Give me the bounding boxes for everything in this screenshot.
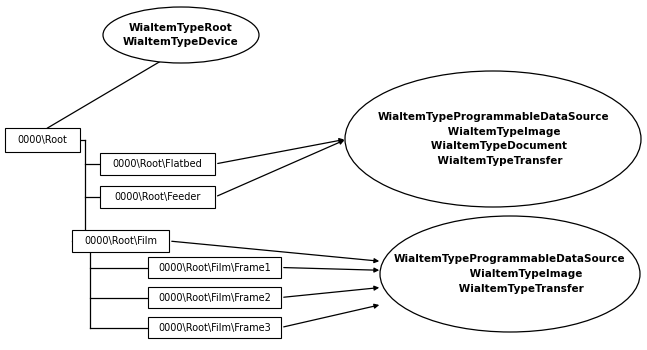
- Text: WialtemTypeProgrammableDataSource
      WialtemTypeImage
   WialtemTypeDocument
: WialtemTypeProgrammableDataSource Wialte…: [377, 112, 609, 166]
- Text: 0000\Root\Film\Frame2: 0000\Root\Film\Frame2: [158, 293, 271, 302]
- Text: WialtemTypeProgrammableDataSource
         WialtemTypeImage
      WialtemTypeTra: WialtemTypeProgrammableDataSource Wialte…: [394, 254, 626, 294]
- FancyBboxPatch shape: [100, 153, 215, 175]
- Ellipse shape: [380, 216, 640, 332]
- FancyBboxPatch shape: [100, 186, 215, 208]
- Text: 0000\Root\Film\Frame1: 0000\Root\Film\Frame1: [158, 262, 271, 273]
- Text: 0000\Root\Film: 0000\Root\Film: [84, 236, 157, 246]
- Ellipse shape: [103, 7, 259, 63]
- FancyBboxPatch shape: [5, 128, 80, 152]
- Text: 0000\Root\Feeder: 0000\Root\Feeder: [115, 192, 201, 202]
- FancyBboxPatch shape: [148, 317, 281, 338]
- Text: 0000\Root\Film\Frame3: 0000\Root\Film\Frame3: [158, 322, 271, 332]
- FancyBboxPatch shape: [72, 230, 169, 252]
- Ellipse shape: [345, 71, 641, 207]
- Text: 0000\Root\Flatbed: 0000\Root\Flatbed: [113, 159, 203, 169]
- FancyBboxPatch shape: [148, 287, 281, 308]
- Text: 0000\Root: 0000\Root: [17, 135, 67, 145]
- Text: WialtemTypeRoot
WialtemTypeDevice: WialtemTypeRoot WialtemTypeDevice: [123, 23, 239, 47]
- FancyBboxPatch shape: [148, 257, 281, 278]
